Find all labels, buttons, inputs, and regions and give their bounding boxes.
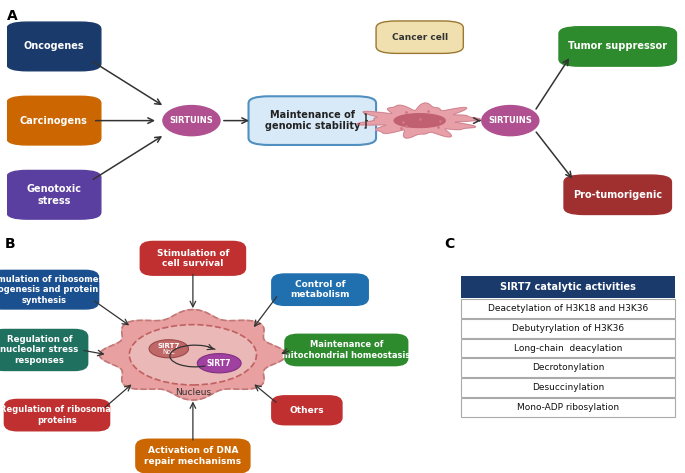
- FancyBboxPatch shape: [136, 439, 250, 473]
- Text: Activation of DNA
repair mechanisms: Activation of DNA repair mechanisms: [145, 447, 241, 466]
- Text: Oncogenes: Oncogenes: [23, 42, 84, 52]
- Text: Genotoxic
stress: Genotoxic stress: [26, 184, 82, 206]
- Text: C: C: [445, 236, 455, 251]
- Text: SIRT7 catalytic activities: SIRT7 catalytic activities: [500, 282, 636, 292]
- FancyBboxPatch shape: [7, 22, 101, 71]
- FancyBboxPatch shape: [559, 27, 677, 66]
- Text: Decrotonylation: Decrotonylation: [532, 363, 604, 372]
- Text: B: B: [4, 236, 15, 251]
- FancyBboxPatch shape: [285, 334, 408, 366]
- FancyBboxPatch shape: [272, 274, 369, 306]
- Ellipse shape: [129, 324, 256, 385]
- Text: Debutyrylation of H3K36: Debutyrylation of H3K36: [512, 324, 624, 333]
- FancyBboxPatch shape: [564, 175, 671, 214]
- Text: SIRTUINS: SIRTUINS: [488, 116, 532, 125]
- FancyBboxPatch shape: [4, 399, 110, 431]
- Text: SIRT7: SIRT7: [158, 343, 180, 349]
- Polygon shape: [357, 103, 480, 138]
- Text: SIRT7: SIRT7: [207, 359, 232, 368]
- Text: Tumor suppressor: Tumor suppressor: [569, 42, 667, 52]
- Text: NoL: NoL: [162, 349, 175, 355]
- FancyBboxPatch shape: [0, 271, 99, 309]
- Ellipse shape: [163, 105, 220, 136]
- Text: Cancer cell: Cancer cell: [392, 33, 448, 42]
- Ellipse shape: [482, 105, 539, 136]
- Text: SIRTUINS: SIRTUINS: [170, 116, 213, 125]
- Text: Maintenance of
genomic stability: Maintenance of genomic stability: [264, 110, 360, 131]
- Text: Desuccinylation: Desuccinylation: [532, 383, 604, 392]
- Polygon shape: [99, 310, 286, 400]
- Text: A: A: [7, 9, 18, 23]
- FancyBboxPatch shape: [7, 96, 101, 145]
- FancyBboxPatch shape: [461, 319, 675, 338]
- FancyBboxPatch shape: [461, 339, 675, 358]
- FancyBboxPatch shape: [249, 96, 376, 145]
- FancyBboxPatch shape: [461, 398, 675, 417]
- FancyBboxPatch shape: [461, 359, 675, 377]
- Text: Maintenance of
mitochondrial homeostasis: Maintenance of mitochondrial homeostasis: [282, 340, 410, 359]
- Text: Stimulation of ribosomes
biogenesis and protein
synthesis: Stimulation of ribosomes biogenesis and …: [0, 275, 103, 305]
- Text: Regulation of ribosomal
proteins: Regulation of ribosomal proteins: [0, 405, 114, 425]
- FancyBboxPatch shape: [376, 21, 463, 53]
- Text: Carcinogens: Carcinogens: [20, 115, 88, 126]
- FancyBboxPatch shape: [461, 378, 675, 397]
- Text: Long-chain  deacylation: Long-chain deacylation: [514, 343, 623, 352]
- Text: Nucleus: Nucleus: [175, 388, 211, 397]
- FancyBboxPatch shape: [461, 299, 675, 318]
- FancyBboxPatch shape: [272, 396, 342, 425]
- FancyBboxPatch shape: [0, 330, 88, 370]
- Text: Others: Others: [290, 406, 324, 415]
- Polygon shape: [394, 114, 445, 128]
- FancyBboxPatch shape: [7, 170, 101, 219]
- Ellipse shape: [197, 354, 241, 373]
- Text: Regulation of
nucleolar stress
responses: Regulation of nucleolar stress responses: [0, 335, 79, 365]
- Text: Deacetylation of H3K18 and H3K36: Deacetylation of H3K18 and H3K36: [488, 304, 649, 313]
- FancyBboxPatch shape: [461, 276, 675, 298]
- FancyBboxPatch shape: [140, 241, 245, 275]
- Ellipse shape: [149, 340, 188, 358]
- Text: Control of
metabolism: Control of metabolism: [290, 280, 350, 299]
- Text: Stimulation of
cell survival: Stimulation of cell survival: [157, 249, 229, 268]
- Text: Pro-tumorigenic: Pro-tumorigenic: [573, 190, 662, 200]
- Text: Mono-ADP ribosylation: Mono-ADP ribosylation: [517, 403, 619, 412]
